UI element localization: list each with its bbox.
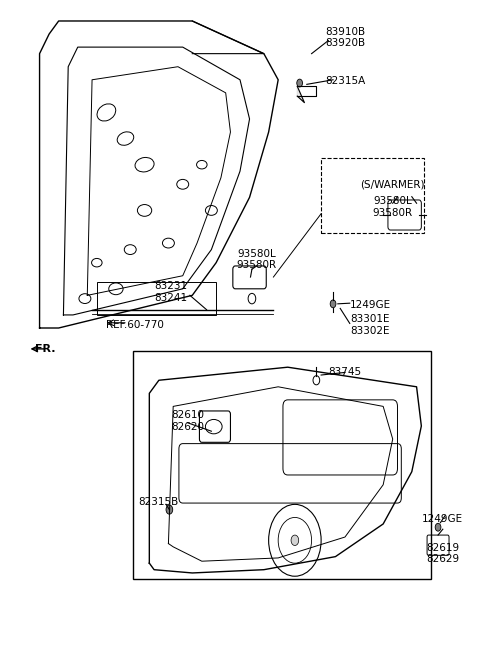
Text: 82619
82629: 82619 82629 xyxy=(426,543,459,564)
Text: (S/WARMER): (S/WARMER) xyxy=(360,179,425,190)
Text: 82610
82620: 82610 82620 xyxy=(171,410,204,432)
Text: 83910B
83920B: 83910B 83920B xyxy=(325,26,365,48)
Polygon shape xyxy=(297,87,304,102)
Bar xyxy=(97,282,216,315)
Circle shape xyxy=(291,535,299,546)
Text: 83745: 83745 xyxy=(328,367,361,377)
Text: 82315B: 82315B xyxy=(139,497,179,507)
Bar xyxy=(321,158,424,234)
Text: 83231
83241: 83231 83241 xyxy=(154,281,187,303)
Text: 1249GE: 1249GE xyxy=(422,514,463,523)
Text: 83301E
83302E: 83301E 83302E xyxy=(350,314,389,335)
Circle shape xyxy=(435,523,441,531)
Text: FR.: FR. xyxy=(35,344,55,354)
Circle shape xyxy=(297,79,302,87)
Bar xyxy=(132,351,431,579)
Circle shape xyxy=(166,505,173,514)
Text: 93580L
93580R: 93580L 93580R xyxy=(372,196,413,218)
Circle shape xyxy=(330,300,336,308)
Text: 93580L
93580R: 93580L 93580R xyxy=(237,249,277,270)
Text: REF.60-770: REF.60-770 xyxy=(106,319,164,330)
Text: 1249GE: 1249GE xyxy=(350,300,391,310)
Text: 82315A: 82315A xyxy=(325,76,365,86)
